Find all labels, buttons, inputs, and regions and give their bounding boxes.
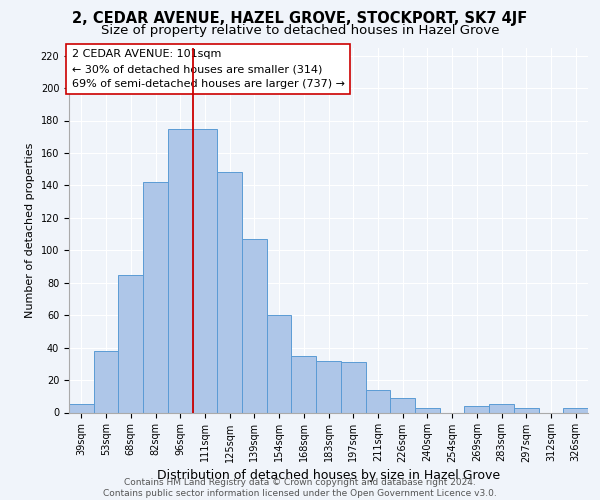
Bar	[168, 128, 193, 412]
Bar	[217, 172, 242, 412]
Text: Size of property relative to detached houses in Hazel Grove: Size of property relative to detached ho…	[101, 24, 499, 37]
Bar	[464, 406, 489, 412]
X-axis label: Distribution of detached houses by size in Hazel Grove: Distribution of detached houses by size …	[157, 468, 500, 481]
Bar	[415, 408, 440, 412]
Text: Contains HM Land Registry data © Crown copyright and database right 2024.
Contai: Contains HM Land Registry data © Crown c…	[103, 478, 497, 498]
Bar	[118, 274, 143, 412]
Text: 2, CEDAR AVENUE, HAZEL GROVE, STOCKPORT, SK7 4JF: 2, CEDAR AVENUE, HAZEL GROVE, STOCKPORT,…	[73, 11, 527, 26]
Bar	[292, 356, 316, 412]
Bar	[316, 360, 341, 412]
Y-axis label: Number of detached properties: Number of detached properties	[25, 142, 35, 318]
Bar	[365, 390, 390, 412]
Bar	[94, 351, 118, 412]
Bar	[390, 398, 415, 412]
Bar	[341, 362, 365, 412]
Bar	[267, 315, 292, 412]
Bar	[143, 182, 168, 412]
Text: 2 CEDAR AVENUE: 101sqm
← 30% of detached houses are smaller (314)
69% of semi-de: 2 CEDAR AVENUE: 101sqm ← 30% of detached…	[71, 50, 344, 89]
Bar	[69, 404, 94, 412]
Bar	[489, 404, 514, 412]
Bar	[193, 128, 217, 412]
Bar	[242, 239, 267, 412]
Bar	[563, 408, 588, 412]
Bar	[514, 408, 539, 412]
